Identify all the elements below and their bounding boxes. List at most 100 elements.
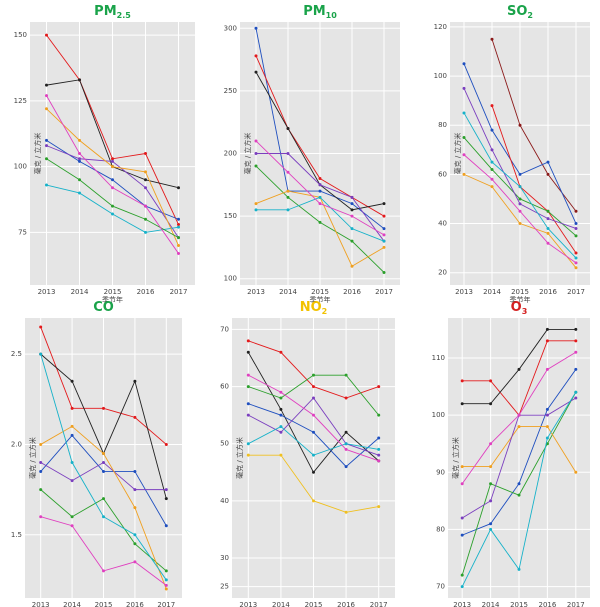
y-tick-label: 100 (432, 411, 445, 419)
data-point (45, 94, 48, 98)
y-tick-label: 60 (220, 383, 229, 391)
data-point (70, 524, 74, 528)
data-point (45, 83, 48, 87)
y-axis-label: 毫克 / 立方米 (28, 437, 37, 479)
data-point (177, 251, 180, 255)
data-point (246, 350, 250, 354)
chart-title: NO2 (300, 300, 328, 316)
data-point (574, 222, 578, 226)
data-point (164, 587, 168, 591)
data-point (489, 527, 493, 531)
data-point (144, 152, 147, 155)
data-point (312, 453, 315, 457)
data-point (344, 373, 348, 377)
data-point (462, 111, 466, 115)
x-tick-label: 2015 (305, 601, 323, 607)
data-point (460, 482, 464, 486)
data-point (318, 183, 322, 187)
x-tick-label: 2017 (157, 601, 175, 607)
data-point (102, 470, 105, 474)
data-point (102, 569, 105, 573)
data-point (344, 510, 348, 514)
data-point (574, 350, 578, 354)
data-point (111, 186, 114, 190)
y-tick-label: 100 (224, 275, 237, 283)
data-point (518, 222, 522, 226)
y-tick-label: 2.5 (11, 350, 22, 358)
data-point (462, 86, 466, 90)
x-tick-label: 2015 (95, 601, 113, 607)
data-point (144, 217, 147, 221)
data-point (254, 26, 258, 30)
data-point (377, 459, 381, 463)
data-point (377, 436, 381, 440)
data-point (177, 236, 180, 240)
data-point (102, 497, 105, 501)
data-point (286, 152, 290, 155)
data-point (70, 406, 74, 410)
data-point (70, 424, 74, 428)
data-point (490, 185, 494, 189)
x-tick-label: 2017 (567, 601, 585, 607)
chart-title: PM10 (303, 4, 337, 20)
data-point (164, 583, 168, 587)
data-point (177, 223, 180, 227)
y-tick-label: 100 (14, 163, 27, 171)
data-point (312, 413, 315, 417)
data-point (102, 461, 105, 465)
data-point (144, 230, 147, 234)
data-point (460, 585, 464, 589)
y-tick-label: 100 (434, 72, 447, 80)
data-point (489, 522, 493, 526)
y-tick-label: 60 (438, 170, 447, 178)
x-tick-label: 2015 (311, 288, 329, 296)
data-point (574, 367, 578, 371)
y-tick-label: 70 (436, 583, 445, 591)
data-point (246, 385, 250, 389)
data-point (350, 227, 354, 231)
title-main: CO (93, 300, 114, 315)
y-tick-label: 80 (438, 121, 447, 129)
data-point (279, 425, 283, 429)
data-point (39, 442, 43, 446)
data-point (45, 33, 48, 37)
data-point (70, 515, 74, 519)
data-point (78, 138, 81, 142)
y-tick-label: 150 (14, 31, 27, 39)
data-point (344, 465, 348, 469)
data-point (246, 402, 250, 406)
data-point (133, 542, 137, 546)
x-axis-label: 季节年 (310, 295, 331, 304)
data-point (78, 159, 81, 163)
data-point (133, 379, 137, 383)
data-point (545, 327, 549, 331)
data-point (546, 231, 550, 235)
data-point (546, 160, 550, 164)
data-point (350, 214, 354, 218)
data-point (318, 220, 322, 224)
data-point (382, 245, 386, 249)
data-point (344, 442, 348, 446)
y-tick-label: 30 (220, 554, 229, 562)
y-axis-label: 毫克 / 立方米 (453, 133, 462, 175)
data-point (490, 177, 494, 181)
data-point (489, 402, 493, 406)
data-point (377, 413, 381, 417)
data-point (111, 157, 114, 161)
data-point (45, 157, 48, 161)
y-tick-label: 25 (220, 583, 229, 591)
data-point (574, 396, 578, 400)
data-point (574, 251, 578, 255)
data-point (546, 241, 550, 245)
data-point (279, 413, 283, 417)
data-point (312, 385, 315, 389)
data-point (279, 396, 283, 400)
data-point (133, 488, 137, 492)
chart-title: O3 (511, 300, 528, 316)
title-subscript: 3 (522, 307, 528, 316)
data-point (144, 186, 147, 190)
x-tick-label: 2013 (247, 288, 265, 296)
data-point (111, 212, 114, 216)
data-point (254, 139, 258, 143)
data-point (382, 233, 386, 237)
